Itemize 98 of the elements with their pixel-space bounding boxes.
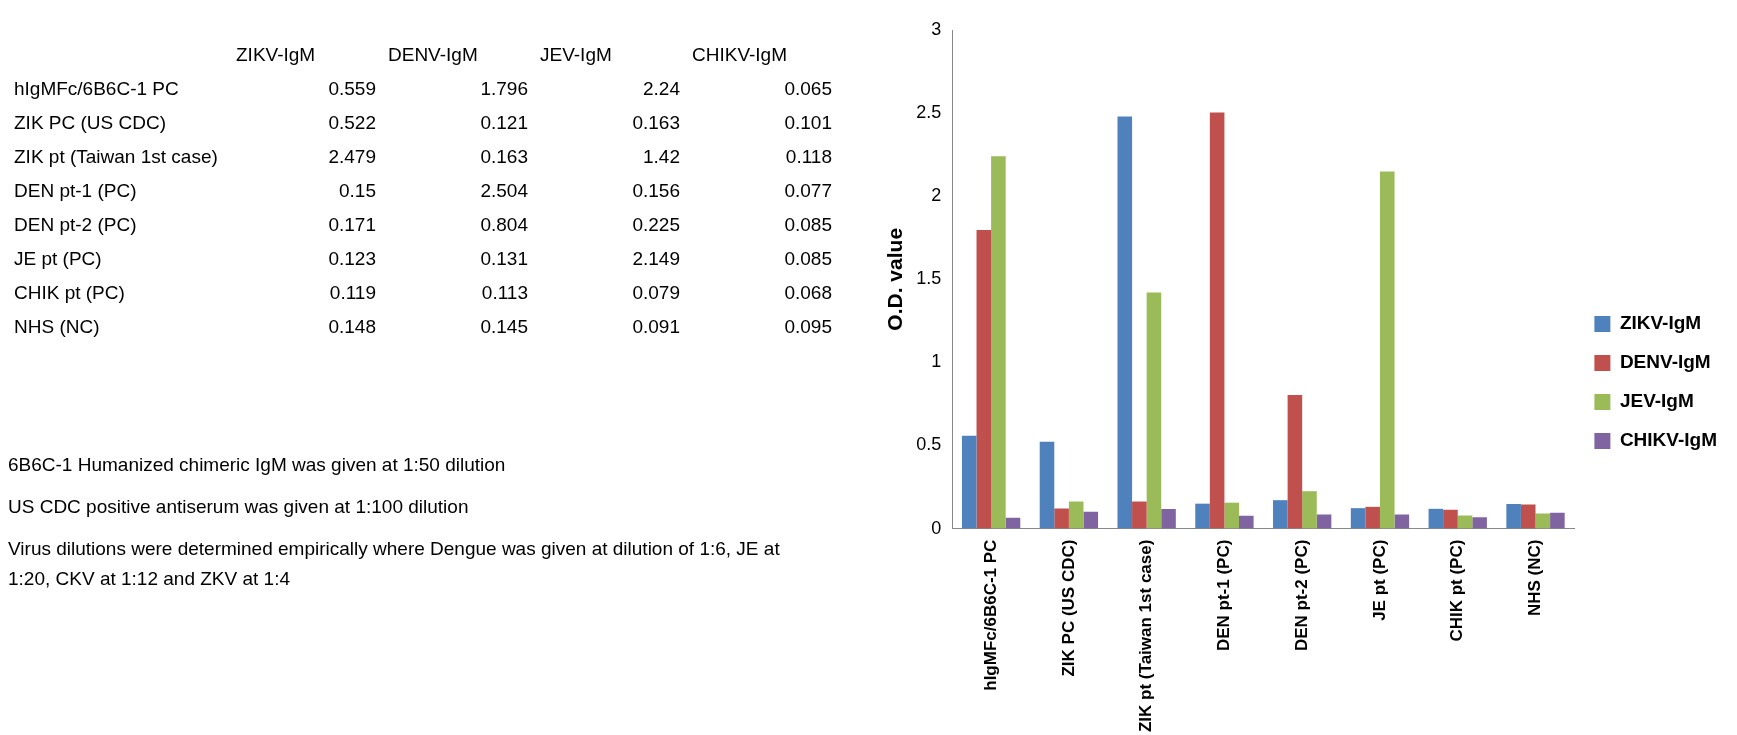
bar: [1506, 504, 1521, 529]
data-label: 0.079: [631, 281, 681, 305]
bar: [976, 230, 992, 529]
bar: [1195, 503, 1210, 529]
data-label: 0.225: [631, 213, 681, 237]
data-label: 0.113: [480, 281, 529, 305]
text: Virus dilutions were determined empirically where Dengue was given at dilution of 1:6, JE at 1:20, CKV at 1:12 and ZKV at 1:4: [8, 537, 781, 591]
bar: [1316, 514, 1332, 529]
data-label: 0.065: [783, 77, 833, 101]
x-tick-label: DEN pt-1 (PC): [1214, 539, 1234, 652]
data-label: 0.123: [327, 247, 377, 271]
category-label: JE pt (PC): [13, 247, 103, 271]
data-label: 0.091: [631, 315, 681, 339]
bar: [1350, 508, 1366, 529]
data-label: 0.131: [479, 247, 529, 271]
data-label: 0.148: [327, 315, 377, 339]
bar: [1520, 504, 1536, 529]
legend-label: DENV-IgM: [1619, 351, 1711, 373]
x-tick-label: JE pt (PC): [1369, 539, 1389, 621]
bar: [1224, 502, 1240, 529]
bar: [1273, 500, 1288, 529]
text: CHIKV-IgM: [691, 43, 789, 67]
data-label: 0.101: [783, 111, 833, 135]
data-label: 0.118: [784, 145, 833, 169]
bar: [1068, 501, 1084, 529]
category-label: DEN pt-1 (PC): [13, 179, 138, 203]
data-label: 0.119: [328, 281, 377, 305]
y-tick-label: 2: [931, 185, 942, 206]
category-label: DEN pt-2 (PC): [13, 213, 138, 237]
data-label: 0.095: [783, 315, 833, 339]
text: US CDC positive antiserum was given at 1:100 dilution: [8, 495, 470, 519]
bar: [1443, 509, 1458, 529]
data-label: 0.15: [338, 179, 377, 203]
bar: [1239, 515, 1254, 529]
bar: [991, 156, 1006, 529]
x-tick-label: DEN pt-2 (PC): [1291, 539, 1311, 652]
data-label: 0.559: [327, 77, 377, 101]
bar: [1550, 512, 1565, 529]
data-label: 0.522: [327, 111, 377, 135]
bar: [1428, 508, 1444, 529]
bar: [1209, 112, 1225, 529]
bar: [1146, 292, 1162, 529]
bar: [1535, 513, 1551, 529]
y-tick-label: 3: [931, 18, 942, 39]
bar: [1365, 506, 1380, 529]
data-label: 2.149: [631, 247, 681, 271]
data-label: 1.42: [642, 145, 681, 169]
data-label: 0.163: [479, 145, 529, 169]
y-tick-label: 2.5: [916, 102, 942, 123]
bar: [1132, 501, 1147, 529]
y-tick-label: 1: [931, 351, 942, 372]
legend-label: CHIKV-IgM: [1619, 429, 1717, 451]
bar: [1379, 171, 1395, 529]
data-label: 0.121: [479, 111, 529, 135]
x-tick-label: ZIK PC (US CDC): [1058, 539, 1078, 677]
bar: [1083, 511, 1099, 529]
bar: [1472, 517, 1487, 529]
x-tick-label: NHS (NC): [1525, 539, 1545, 617]
bar: [1302, 491, 1317, 529]
data-label: 0.171: [327, 213, 377, 237]
data-label: 2.24: [642, 77, 681, 101]
category-label: ZIK pt (Taiwan 1st case): [13, 145, 219, 169]
data-label: 0.804: [479, 213, 529, 237]
data-label: 0.068: [783, 281, 833, 305]
category-label: NHS (NC): [13, 315, 101, 339]
bar: [1457, 515, 1473, 529]
legend-label: ZIKV-IgM: [1619, 312, 1702, 334]
bar: [1161, 508, 1176, 529]
data-label: 0.145: [479, 315, 529, 339]
y-tick-label: 0.5: [916, 434, 942, 455]
x-tick-label: ZIK pt (Taiwan 1st case): [1136, 539, 1156, 733]
bar: [1117, 116, 1133, 529]
data-label: 2.504: [479, 179, 529, 203]
category-label: ZIK PC (US CDC): [13, 111, 167, 135]
x-tick-label: hIgMFc/6B6C-1 PC: [980, 539, 1000, 691]
bar: [1394, 514, 1410, 529]
y-tick-label: 1.5: [916, 268, 942, 289]
data-label: 0.156: [631, 179, 681, 203]
text: 6B6C-1 Humanized chimeric IgM was given at 1:50 dilution: [8, 453, 507, 477]
data-label: 0.085: [783, 247, 833, 271]
data-label: 2.479: [327, 145, 377, 169]
data-label: 0.077: [783, 179, 833, 203]
text: DENV-IgM: [387, 43, 479, 67]
y-tick-label: 0: [931, 517, 942, 538]
y-axis-title: O.D. value: [883, 227, 907, 331]
text: JEV-IgM: [539, 43, 613, 67]
data-label: 0.085: [783, 213, 833, 237]
legend-label: JEV-IgM: [1619, 390, 1694, 412]
bar: [1054, 508, 1069, 529]
bar: [1039, 441, 1055, 529]
data-label: 0.163: [631, 111, 681, 135]
data-label: 1.796: [479, 77, 529, 101]
category-label: hIgMFc/6B6C-1 PC: [13, 77, 180, 101]
bar: [1287, 394, 1303, 529]
text: ZIKV-IgM: [235, 43, 317, 67]
category-label: CHIK pt (PC): [13, 281, 126, 305]
x-tick-label: CHIK pt (PC): [1447, 539, 1467, 642]
bar: [961, 435, 977, 529]
